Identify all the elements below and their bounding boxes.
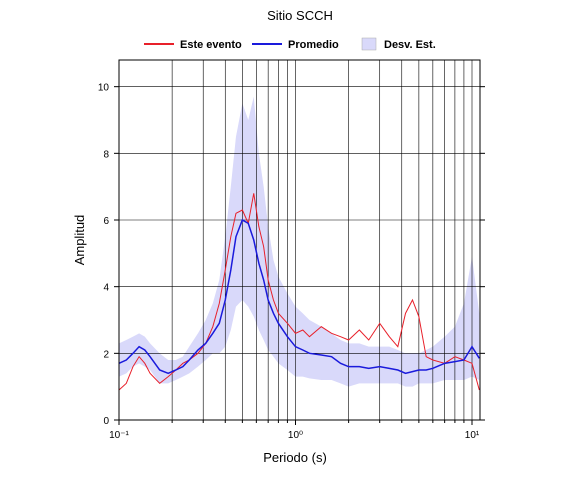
y-axis-label: Amplitud: [72, 215, 87, 266]
y-tick-label: 4: [103, 283, 109, 294]
x-tick-label: 10⁻¹: [109, 430, 129, 441]
x-tick-label: 10⁰: [288, 430, 303, 441]
y-tick-label: 2: [103, 349, 109, 360]
legend-label: Promedio: [288, 39, 339, 51]
legend-label: Este evento: [180, 39, 242, 51]
y-tick-label: 10: [98, 83, 110, 94]
y-tick-label: 8: [103, 149, 109, 160]
legend-label: Desv. Est.: [384, 39, 436, 51]
std-band: [119, 96, 480, 387]
series-line: [118, 218, 480, 375]
y-tick-label: 0: [103, 416, 109, 427]
legend-swatch: [361, 37, 377, 51]
y-tick-label: 6: [103, 216, 109, 227]
plot-frame: [118, 59, 481, 421]
x-tick-label: 10¹: [465, 430, 480, 441]
x-axis-label: Periodo (s): [263, 450, 327, 465]
chart-title: Sitio SCCH: [267, 8, 333, 23]
